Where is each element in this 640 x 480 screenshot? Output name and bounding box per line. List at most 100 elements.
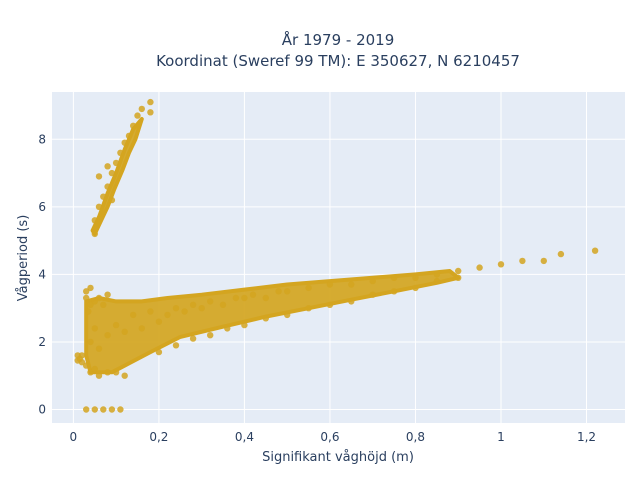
data-point: [497, 261, 505, 268]
data-point: [262, 315, 269, 322]
y-tick-label: 0: [38, 402, 46, 416]
data-point: [369, 277, 376, 285]
data-point: [87, 301, 94, 308]
x-tick-labels: 0 0,2 0,4 0,6 0,8 1 1,2: [70, 430, 597, 444]
data-point: [348, 298, 355, 305]
data-point: [326, 281, 334, 288]
data-point: [455, 274, 462, 281]
data-point: [112, 159, 120, 167]
y-tick-labels: 0 2 4 6 8: [38, 132, 46, 416]
data-point: [433, 277, 441, 285]
data-point: [390, 288, 398, 295]
data-point: [326, 301, 334, 308]
data-point: [121, 328, 128, 335]
y-tick-label: 6: [38, 200, 46, 214]
data-point: [83, 288, 90, 295]
data-point: [155, 348, 163, 356]
data-point: [476, 264, 483, 271]
data-point: [104, 332, 111, 339]
data-point: [95, 345, 103, 352]
data-point: [83, 362, 90, 369]
data-point: [100, 193, 107, 200]
data-point: [138, 325, 145, 332]
x-tick-label: 0,2: [149, 430, 168, 444]
data-point: [189, 301, 197, 308]
data-point: [104, 183, 111, 190]
data-point: [138, 105, 145, 113]
data-point: [147, 308, 154, 315]
y-tick-label: 2: [38, 335, 46, 349]
data-point: [83, 294, 90, 302]
y-tick-label: 8: [38, 132, 46, 146]
data-point: [91, 406, 99, 413]
data-point: [241, 294, 248, 302]
data-point: [232, 294, 240, 302]
data-point: [91, 230, 99, 238]
data-point: [155, 318, 163, 325]
data-point: [305, 305, 312, 312]
data-point: [78, 352, 86, 359]
data-point: [147, 98, 154, 106]
data-point: [117, 149, 124, 156]
chart-title-line1: År 1979 - 2019: [282, 30, 395, 49]
x-tick-label: 0,4: [235, 430, 254, 444]
data-point: [557, 250, 565, 258]
data-point: [125, 132, 133, 140]
data-point: [91, 325, 99, 332]
data-point: [130, 311, 137, 319]
data-point: [121, 372, 128, 379]
data-point: [117, 406, 124, 413]
data-point: [95, 203, 103, 210]
x-tick-label: 0,8: [406, 430, 425, 444]
data-point: [207, 332, 214, 339]
data-point: [241, 321, 248, 329]
data-point: [262, 294, 269, 302]
data-point: [519, 257, 526, 265]
y-axis-title: Vågperiod (s): [16, 215, 31, 302]
data-point: [100, 301, 107, 308]
x-axis-title: Signifikant våghöjd (m): [262, 450, 414, 465]
data-point: [108, 196, 116, 204]
data-point: [95, 294, 103, 302]
data-point: [172, 305, 180, 312]
data-point: [172, 342, 180, 349]
data-point: [100, 406, 107, 413]
data-point: [275, 288, 282, 295]
data-point: [348, 281, 355, 288]
data-point: [112, 321, 120, 329]
data-point: [130, 122, 137, 129]
data-point: [249, 291, 257, 298]
main-band-region: [84, 269, 461, 375]
data-point: [147, 109, 154, 116]
data-point: [85, 308, 92, 315]
x-tick-label: 0: [70, 430, 78, 444]
data-point: [108, 406, 116, 413]
x-gridlines: [72, 92, 588, 423]
data-point: [591, 247, 599, 254]
data-point: [224, 325, 231, 332]
data-point: [108, 169, 116, 177]
data-point: [164, 311, 171, 319]
data-point: [87, 338, 94, 346]
y-tick-label: 4: [38, 267, 46, 281]
data-point: [284, 288, 291, 295]
data-point: [540, 257, 547, 265]
data-point: [305, 284, 312, 292]
x-tick-label: 1,2: [577, 430, 596, 444]
data-point: [87, 284, 94, 292]
data-point: [91, 365, 99, 373]
data-point: [104, 163, 111, 170]
data-point: [433, 271, 441, 278]
data-point: [121, 139, 128, 146]
data-point: [369, 291, 376, 298]
data-point: [207, 298, 214, 305]
data-point: [181, 308, 188, 315]
data-point: [112, 369, 120, 376]
chart-title-line2: Koordinat (Sweref 99 TM): E 350627, N 62…: [156, 52, 520, 70]
data-point: [198, 305, 205, 312]
plot-area: [52, 92, 625, 423]
data-point: [390, 274, 398, 281]
data-points: [74, 98, 599, 413]
data-point: [412, 274, 419, 281]
